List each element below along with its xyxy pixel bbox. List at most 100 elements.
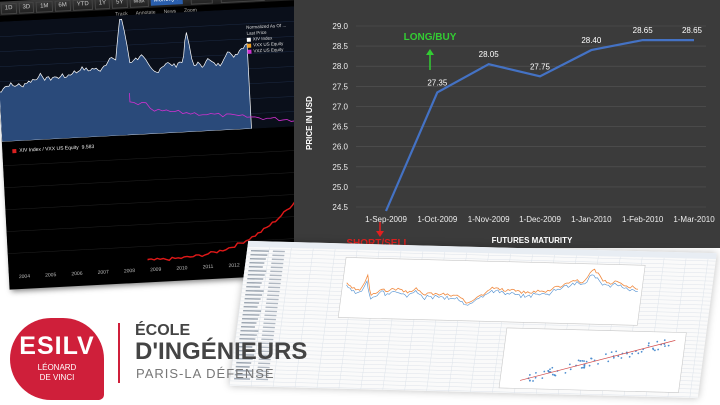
sheet-series-blue (346, 274, 638, 306)
x-tick-label: 1-Mar-2010 (673, 215, 715, 224)
scatter-point (569, 368, 572, 371)
spreadsheet-svg (229, 240, 717, 398)
scatter-point (652, 348, 655, 351)
period-select[interactable]: Monthly ▾ (150, 0, 183, 6)
scatter-point (620, 357, 623, 359)
scatter-point (667, 344, 670, 347)
scatter-point (532, 380, 534, 382)
sheet-header-bar (247, 240, 717, 260)
upper-price-chart (0, 5, 320, 142)
school-line-location: PARIS-LA DÉFENSE (136, 366, 275, 381)
year-tick: 2004 (18, 273, 31, 281)
vix-area-series (0, 18, 252, 142)
scatter-point (553, 374, 556, 377)
y-tick-label: 24.5 (332, 203, 348, 212)
spreadsheet-snapshot (229, 240, 717, 399)
scatter-point (597, 363, 599, 365)
period-tab-ytd[interactable]: YTD (72, 0, 94, 11)
futures-chart-svg: 24.5 25.0 25.5 26.0 26.5 27.0 27.5 28.0 28.5 29.0… (305, 22, 715, 249)
period-tab-3d[interactable]: 3D (18, 1, 35, 14)
year-tick: 2008 (123, 268, 136, 275)
logo-sub-line2: DE VINCI (39, 373, 75, 382)
scatter-point (610, 351, 613, 354)
x-axis-label: FUTURES MATURITY (492, 236, 573, 245)
x-tick-label: 1-Nov-2009 (468, 215, 510, 224)
brand-divider (118, 323, 120, 383)
scatter-point (580, 366, 583, 369)
scatter-point (529, 379, 531, 382)
terminal-window: 1D3D1M6MYTD1Y5YMaxMonthly ▾ Table Chart Co… (0, 0, 328, 290)
futures-price-line (384, 39, 694, 212)
scatter-point (583, 360, 585, 363)
year-tick: 2007 (97, 269, 109, 276)
table-label-button[interactable]: Table (190, 0, 213, 5)
scatter-point (528, 374, 531, 376)
embedded-scatter-chart (498, 327, 687, 393)
scatter-point (577, 359, 580, 362)
period-tab-max[interactable]: Max (129, 0, 150, 8)
logo-sub-line1: LÉONARD (37, 363, 77, 372)
scatter-point (656, 340, 659, 343)
y-tick-label: 26.5 (332, 123, 348, 132)
y-tick-label: 27.0 (332, 102, 348, 111)
data-label: 28.65 (633, 26, 654, 35)
scatter-point (647, 344, 650, 347)
scatter-point (583, 366, 586, 369)
scatter-point (534, 376, 537, 379)
period-tab-1m[interactable]: 1M (35, 0, 53, 13)
long-arrow-icon (426, 49, 434, 70)
scatter-point (579, 360, 582, 362)
school-line-ecole: ÉCOLE (135, 322, 191, 339)
scatter-point (585, 360, 588, 363)
data-label: 27.35 (427, 78, 448, 87)
data-label: 28.65 (682, 26, 703, 35)
period-tab-1y[interactable]: 1Y (94, 0, 111, 10)
chart-control-button[interactable]: Chart Control (220, 0, 265, 3)
scatter-point (647, 342, 650, 345)
logo-subtitle: LÉONARD DE VINCI (10, 363, 104, 383)
scatter-point (551, 373, 554, 376)
scatter-point (604, 353, 607, 356)
ratio-value: 9.583 (81, 143, 95, 151)
year-tick: 2005 (45, 272, 57, 279)
scatter-point (657, 348, 660, 351)
y-tick-label: 28.5 (332, 42, 348, 51)
period-tab-1d[interactable]: 1D (0, 2, 17, 15)
scatter-point (551, 366, 554, 369)
year-tick: 2011 (202, 263, 214, 271)
scatter-point (664, 345, 666, 348)
school-line-ingenieurs: D'INGÉNIEURS (135, 338, 308, 365)
scatter-point (581, 359, 584, 362)
x-tick-label: 1-Oct-2009 (417, 215, 458, 224)
year-tick: 2009 (150, 266, 162, 274)
period-tab-6m[interactable]: 6M (54, 0, 72, 12)
y-tick-label: 29.0 (332, 22, 348, 31)
y-tick-label: 26.0 (332, 143, 348, 152)
scatter-point (568, 363, 571, 366)
scatter-point (628, 355, 631, 358)
ratio-chart (1, 127, 327, 274)
scatter-point (549, 368, 551, 371)
futures-curve-chart: 24.5 25.0 25.5 26.0 26.5 27.0 27.5 28.0 28.5 29.0… (294, 0, 720, 249)
scatter-point (590, 357, 592, 360)
scatter-point (612, 356, 615, 359)
y-tick-label: 25.0 (332, 183, 348, 192)
data-label: 27.75 (530, 62, 551, 71)
x-tick-label: 1-Dec-2009 (519, 215, 561, 224)
scatter-point (615, 350, 618, 353)
scatter-point (583, 365, 586, 368)
scatter-point (535, 372, 537, 374)
short-arrow-icon (376, 222, 384, 237)
legend-swatch (246, 37, 251, 42)
embedded-vol-chart (337, 257, 646, 326)
ratio-swatch (12, 149, 17, 154)
x-tick-label: 1-Sep-2009 (365, 215, 407, 224)
sheet-series-orange (346, 268, 639, 304)
y-tick-label: 25.5 (332, 163, 348, 172)
data-label: 28.05 (479, 50, 500, 59)
period-tab-5y[interactable]: 5Y (111, 0, 128, 9)
vxz-line-series (129, 93, 320, 123)
year-tick: 2006 (71, 270, 83, 278)
data-label: 28.40 (581, 36, 602, 45)
scatter-point (617, 355, 620, 358)
